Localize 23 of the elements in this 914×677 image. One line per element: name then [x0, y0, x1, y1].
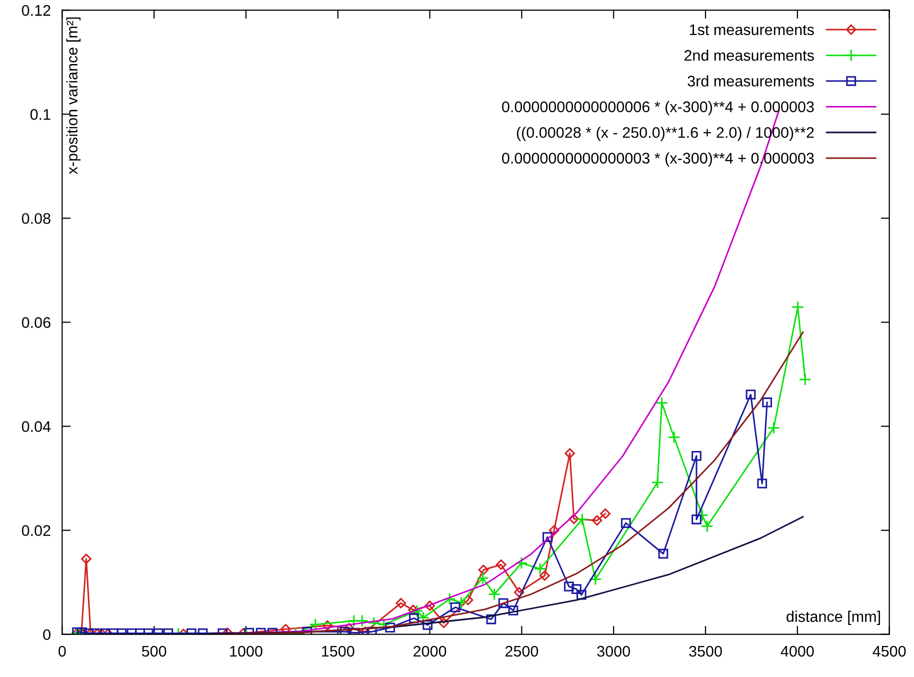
y-tick-label: 0.06 [22, 317, 50, 328]
x-tick-label: 2500 [505, 646, 538, 657]
x-tick-label: 500 [142, 646, 166, 657]
y-axis-title: x-position variance [m²] [66, 17, 81, 174]
x-tick-label: 3000 [597, 646, 630, 657]
x-axis-title: distance [mm] [786, 610, 880, 625]
legend-label: 1st measurements [690, 24, 814, 36]
y-tick-label: 0.12 [22, 5, 50, 16]
y-tick-label: 0.1 [30, 109, 50, 120]
legend-label: 3rd measurements [688, 75, 814, 87]
x-tick-label: 0 [58, 646, 66, 657]
x-tick-label: 2000 [414, 646, 446, 657]
x-tick-label: 4500 [872, 646, 906, 657]
legend-label: 2nd measurements [684, 50, 814, 61]
y-tick-label: 0.08 [22, 213, 50, 224]
x-tick-label: 4000 [780, 646, 814, 657]
y-tick-label: 0.02 [22, 525, 50, 536]
legend-label: 0.0000000000000006 * (x-300)**4 + 0.000003 [502, 101, 814, 116]
x-tick-label: 3500 [689, 646, 722, 657]
x-tick-label: 1500 [322, 646, 354, 657]
y-tick-label: 0.04 [22, 421, 51, 432]
y-tick-label: 0 [43, 629, 50, 640]
x-tick-label: 1000 [230, 646, 262, 657]
